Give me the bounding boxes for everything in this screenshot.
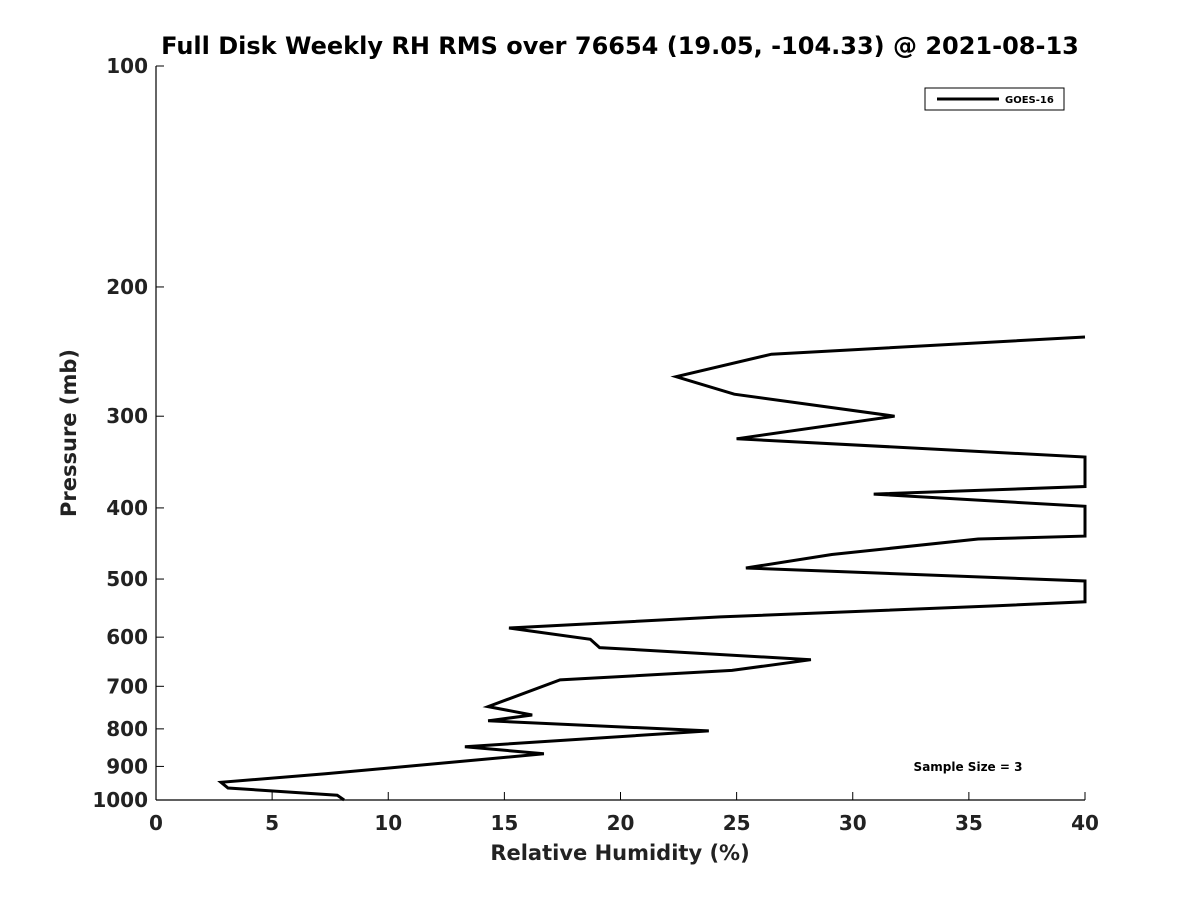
y-tick-label: 400 (106, 496, 148, 520)
sample-size-annotation: Sample Size = 3 (914, 760, 1023, 774)
y-tick-label: 300 (106, 404, 148, 428)
y-tick-label: 100 (106, 54, 148, 78)
axes (155, 66, 1085, 801)
y-tick-label: 200 (106, 275, 148, 299)
x-tick-label: 5 (265, 811, 279, 835)
y-tick-label: 900 (106, 754, 148, 778)
x-tick-label: 20 (607, 811, 635, 835)
x-tick-label: 40 (1071, 811, 1099, 835)
chart-title: Full Disk Weekly RH RMS over 76654 (19.0… (161, 32, 1079, 60)
legend-label-goes-16: GOES-16 (1005, 95, 1054, 106)
y-axis-label: Pressure (mb) (57, 349, 81, 517)
y-ticks: 100 200 300 400 500 600 700 800 900 1000 (92, 54, 164, 812)
y-tick-label: 1000 (92, 788, 148, 812)
x-tick-label: 10 (374, 811, 402, 835)
x-tick-label: 35 (955, 811, 983, 835)
y-tick-label: 700 (106, 674, 148, 698)
y-tick-label: 500 (106, 567, 148, 591)
x-axis-label: Relative Humidity (%) (490, 841, 749, 865)
x-ticks: 0 5 10 15 20 25 30 35 40 (149, 792, 1099, 835)
series-line-goes-16 (217, 335, 1087, 802)
x-tick-label: 0 (149, 811, 163, 835)
x-tick-label: 15 (490, 811, 518, 835)
y-tick-label: 800 (106, 717, 148, 741)
legend: GOES-16 (924, 87, 1065, 111)
x-tick-label: 30 (839, 811, 867, 835)
series-layer (217, 335, 1087, 802)
x-tick-label: 25 (723, 811, 751, 835)
y-tick-label: 600 (106, 625, 148, 649)
